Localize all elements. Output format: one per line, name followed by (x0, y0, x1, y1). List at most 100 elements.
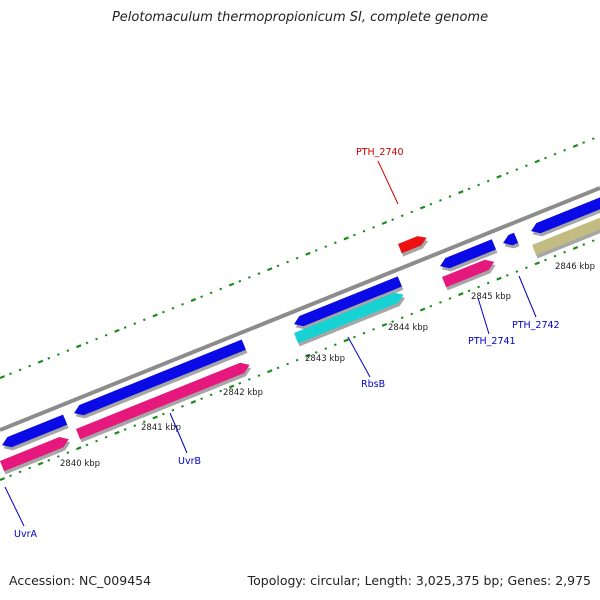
downstream-second-arrow (532, 218, 600, 256)
inner-dot (419, 307, 426, 312)
outer-dot (429, 202, 433, 206)
outer-dot (381, 220, 388, 225)
outer-dot (133, 322, 137, 325)
inner-dot (162, 412, 165, 416)
outer-dot (0, 375, 6, 380)
pth2741-second-arrow (442, 259, 495, 288)
outer-dot (419, 205, 426, 210)
outer-dot (572, 143, 579, 148)
inner-dot (410, 312, 414, 316)
inner-dot (400, 316, 404, 320)
inner-dot (56, 455, 60, 458)
outer-dot (477, 183, 481, 187)
outer-dot (142, 318, 146, 322)
outer-dot (219, 287, 223, 291)
uvrb-arrow (74, 339, 246, 416)
outer-dot (544, 156, 547, 160)
outer-dot (439, 199, 442, 202)
inner-dot (381, 322, 388, 327)
inner-dot (247, 378, 251, 381)
inner-dot (343, 338, 349, 343)
outer-dot (37, 359, 44, 364)
inner-dot (563, 250, 566, 254)
outer-dot (391, 218, 395, 221)
outer-dot (66, 349, 70, 352)
inner-dot (448, 297, 452, 300)
inner-dot (314, 351, 318, 354)
kbp-tick-label: 2840 kbp (60, 459, 100, 469)
uvrb-label-leader (169, 412, 188, 454)
outer-dot (200, 295, 204, 299)
outer-dot (171, 306, 175, 310)
outer-dot (591, 137, 595, 141)
outer-dot (563, 148, 566, 152)
outer-dot (534, 159, 540, 164)
inner-dot (238, 381, 242, 385)
outer-dot (28, 364, 32, 368)
outer-dot (582, 141, 586, 144)
outer-dot (286, 260, 289, 264)
outer-dot (486, 179, 490, 183)
inner-dot (18, 470, 22, 474)
inner-dot (553, 254, 557, 258)
inner-dot (114, 430, 120, 435)
pth2741-label-leader (477, 297, 490, 335)
map-title: Pelotomaculum thermopropionicum SI, comp… (111, 10, 489, 25)
outer-dot (276, 264, 280, 268)
inner-dot (276, 366, 280, 370)
outer-dot (104, 333, 108, 337)
outer-dot (56, 353, 60, 356)
inner-dot (505, 274, 509, 277)
pth2742-label-leader (518, 275, 537, 318)
outer-dot (9, 372, 12, 376)
outer-dot (238, 279, 242, 283)
outer-dot (152, 313, 158, 318)
outer-dot (467, 187, 471, 191)
inner-dot (572, 245, 579, 250)
kbp-tick-label: 2845 kbp (471, 292, 511, 302)
pth2741-forward-arrow (440, 239, 496, 269)
inner-dot (525, 266, 528, 270)
uvra-arrow (2, 414, 68, 448)
outer-dot (458, 190, 464, 195)
pth2742-arrow (503, 232, 519, 246)
inner-dot (0, 477, 6, 482)
inner-dot (305, 353, 311, 358)
outer-dot (515, 168, 519, 171)
outer-dot (162, 310, 165, 314)
inner-dot (85, 443, 89, 447)
inner-dot (37, 461, 44, 466)
inner-dot (228, 384, 235, 389)
inner-dot (181, 405, 184, 408)
inner-dot (362, 331, 366, 335)
downstream-forward-arrow (531, 197, 600, 234)
genome-summary: Topology: circular; Length: 3,025,375 bp… (247, 573, 591, 588)
inner-dot (104, 435, 108, 439)
inner-dot (286, 362, 289, 366)
pth2740-label-leader (377, 160, 399, 205)
gene-features (0, 197, 600, 475)
outer-dot (18, 368, 22, 372)
inner-dot (295, 358, 299, 362)
uvrb-label: UvrB (178, 456, 201, 467)
inner-dot (544, 258, 547, 262)
rbsb-label-leader (347, 336, 371, 378)
outer-dot (47, 356, 51, 360)
inner-dot (200, 397, 204, 401)
uvra-label-leader (4, 486, 25, 527)
kbp-tick-label: 2846 kbp (555, 262, 595, 272)
outer-dot (505, 172, 509, 175)
outer-dot (95, 337, 98, 341)
outer-dot (333, 241, 337, 245)
outer-dot (372, 225, 375, 229)
inner-dot (28, 466, 32, 470)
inner-dot (372, 327, 375, 331)
outer-dot (400, 214, 404, 218)
gene-labels: UvrA UvrB RbsB PTH_2740 PTH_2741 PTH_2742 (4, 147, 560, 540)
inner-dot (515, 270, 519, 273)
inner-dot (171, 408, 175, 412)
outer-dot (305, 251, 311, 256)
inner-dot (9, 474, 12, 478)
outer-dot (123, 326, 127, 329)
